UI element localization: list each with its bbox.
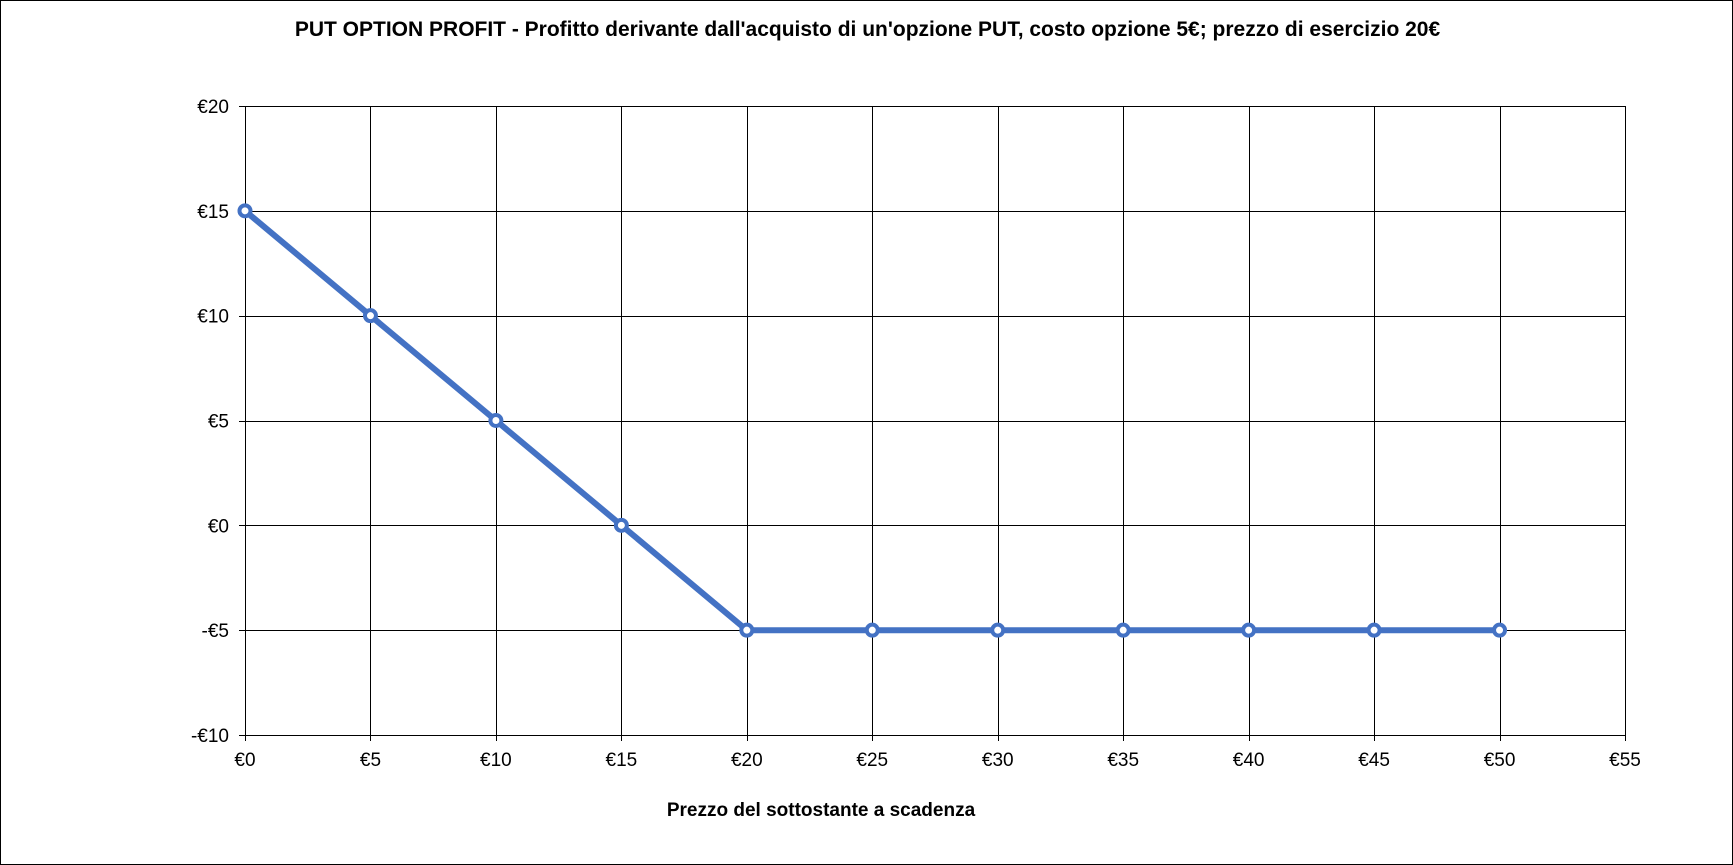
data-point xyxy=(739,622,755,638)
y-tick-label: -€5 xyxy=(202,621,229,642)
x-tick-label: €20 xyxy=(731,750,763,771)
x-tick-label: €50 xyxy=(1484,750,1516,771)
plot-area xyxy=(245,106,1625,735)
data-point xyxy=(1241,622,1257,638)
y-tick-label: €20 xyxy=(197,97,229,118)
data-point xyxy=(864,622,880,638)
x-tick-label: €40 xyxy=(1233,750,1265,771)
y-tick-label: €5 xyxy=(208,412,229,433)
data-point xyxy=(990,622,1006,638)
x-tick-label: €45 xyxy=(1358,750,1390,771)
x-tick-label: €10 xyxy=(480,750,512,771)
data-point xyxy=(1366,622,1382,638)
y-tick-label: €15 xyxy=(197,202,229,223)
x-tick-label: €30 xyxy=(982,750,1014,771)
data-point xyxy=(613,517,629,533)
y-tick-label: -€10 xyxy=(191,726,229,747)
data-point xyxy=(362,308,378,324)
y-tick-label: €0 xyxy=(208,516,229,537)
data-point xyxy=(1492,622,1508,638)
x-axis-title: Prezzo del sottostante a scadenza xyxy=(666,800,976,821)
x-tick-label: €5 xyxy=(360,750,381,771)
chart-title: PUT OPTION PROFIT - Profitto derivante d… xyxy=(294,18,1441,41)
data-point xyxy=(237,203,253,219)
x-tick-label: €35 xyxy=(1107,750,1139,771)
x-tick-label: €0 xyxy=(234,750,255,771)
x-tick-label: €15 xyxy=(606,750,638,771)
x-tick-label: €25 xyxy=(856,750,888,771)
data-point xyxy=(488,413,504,428)
data-point xyxy=(1115,622,1131,638)
x-tick-label: €55 xyxy=(1609,750,1641,771)
y-tick-label: €10 xyxy=(197,307,229,328)
